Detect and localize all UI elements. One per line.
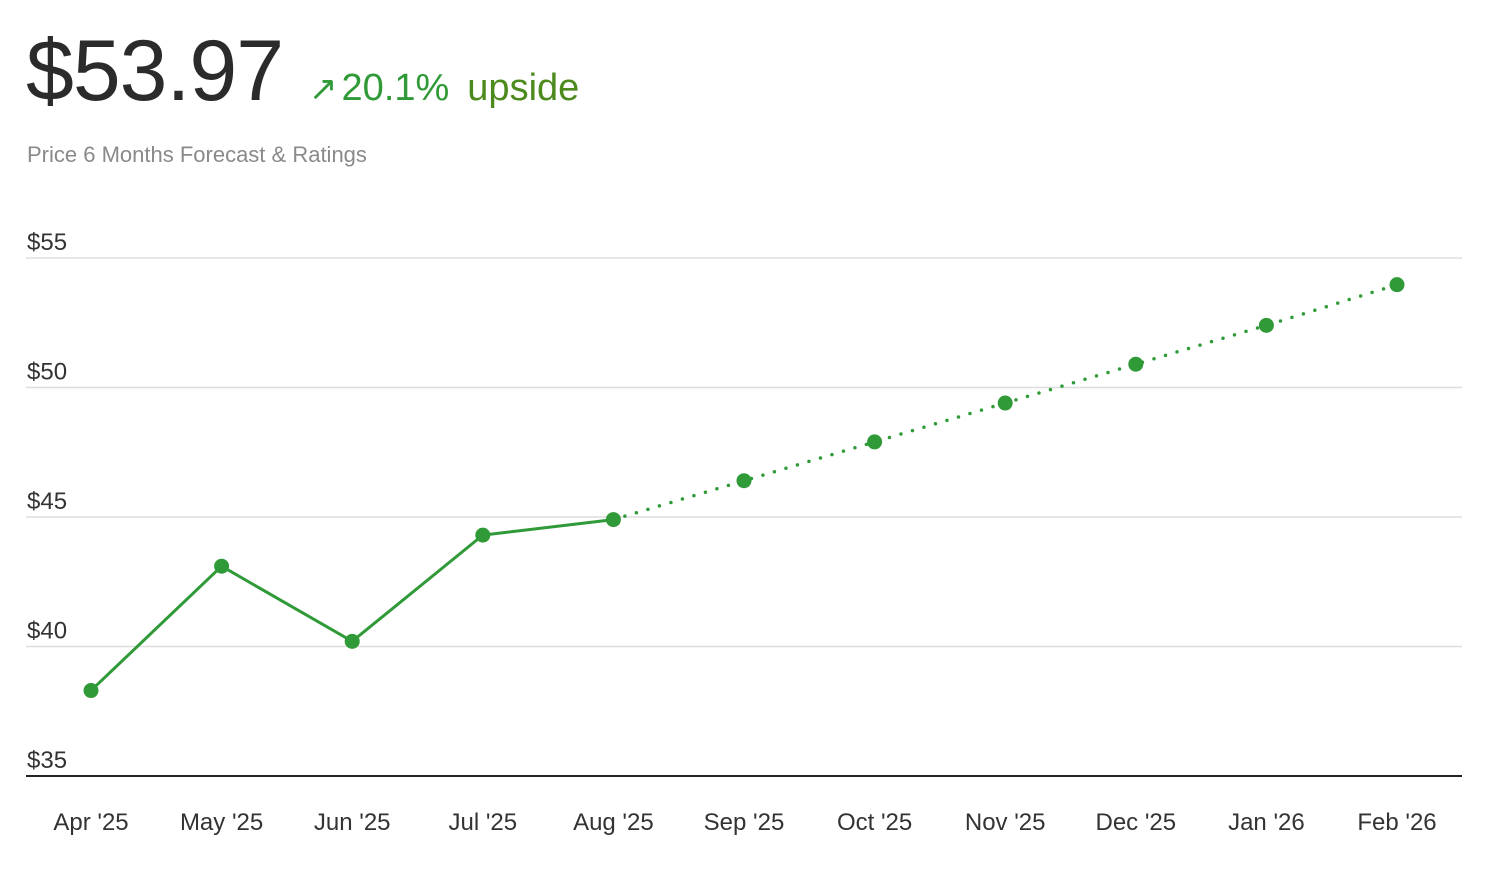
y-tick-label: $45 bbox=[27, 488, 67, 515]
arrow-up-right-icon: ↗ bbox=[309, 70, 338, 108]
x-tick-label: Feb '26 bbox=[1357, 809, 1436, 836]
data-point bbox=[1128, 356, 1144, 372]
current-price: $53.97 bbox=[26, 23, 284, 119]
x-tick-label: Nov '25 bbox=[965, 809, 1046, 836]
y-axis-labels: $55 $50 $45 $40 $35 bbox=[27, 229, 67, 774]
historical-line bbox=[89, 518, 615, 693]
data-point bbox=[1389, 277, 1405, 293]
x-tick-label: May '25 bbox=[180, 809, 263, 836]
y-tick-label: $40 bbox=[27, 618, 67, 645]
y-tick-label: $50 bbox=[27, 359, 67, 386]
change-percent: 20.1% bbox=[341, 67, 450, 109]
chart-subtitle: Price 6 Months Forecast & Ratings bbox=[27, 142, 367, 167]
data-point bbox=[344, 633, 360, 649]
data-point bbox=[1258, 317, 1274, 333]
data-points bbox=[83, 277, 1405, 699]
x-tick-label: Dec '25 bbox=[1095, 809, 1176, 836]
y-tick-label: $35 bbox=[27, 747, 67, 774]
data-point bbox=[997, 395, 1013, 411]
price-header: $53.97 ↗ 20.1% upside bbox=[26, 28, 579, 114]
data-point bbox=[214, 558, 230, 574]
data-point bbox=[867, 434, 883, 450]
x-tick-label: Jul '25 bbox=[448, 809, 517, 836]
data-point bbox=[83, 683, 99, 699]
grid-lines bbox=[26, 257, 1462, 777]
x-tick-label: Apr '25 bbox=[53, 809, 128, 836]
x-axis-labels: Apr '25 May '25 Jun '25 Jul '25 Aug '25 Sep '… bbox=[53, 809, 1436, 836]
data-point bbox=[475, 527, 491, 543]
price-change: ↗ 20.1% upside bbox=[309, 67, 579, 110]
x-tick-label: Sep '25 bbox=[704, 809, 785, 836]
data-point bbox=[736, 473, 752, 489]
data-point bbox=[605, 512, 621, 528]
x-tick-label: Jan '26 bbox=[1228, 809, 1305, 836]
x-tick-label: Oct '25 bbox=[837, 809, 912, 836]
change-label: upside bbox=[467, 67, 580, 109]
x-tick-label: Jun '25 bbox=[314, 809, 391, 836]
y-tick-label: $55 bbox=[27, 229, 67, 256]
x-tick-label: Aug '25 bbox=[573, 809, 654, 836]
